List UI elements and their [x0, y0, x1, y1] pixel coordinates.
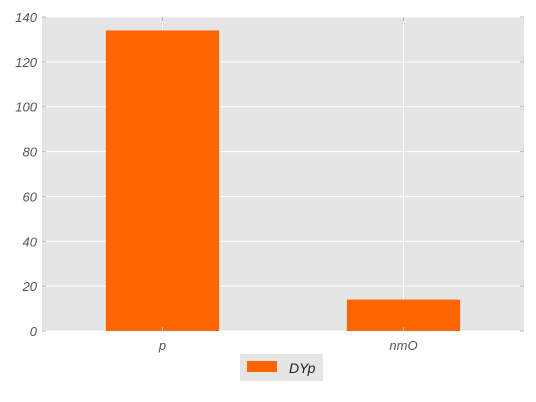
y-tick-label: 80: [23, 145, 38, 160]
x-tick-label-nmO: nmO: [389, 338, 417, 353]
y-tick-label: 60: [23, 189, 38, 204]
axis-ticks: [42, 16, 524, 332]
y-tick-label: 20: [22, 279, 38, 294]
legend-label: DYp: [289, 360, 316, 376]
y-tick-label: 100: [15, 100, 37, 115]
y-tick-label: 0: [30, 324, 38, 339]
x-tick-label-p: p: [158, 338, 166, 353]
y-tick-label: 120: [15, 55, 37, 70]
x-axis-tick-labels: p nmO: [158, 338, 418, 353]
y-tick-label: 40: [23, 234, 38, 249]
bar-nmO: [346, 299, 461, 331]
legend: DYp: [240, 354, 323, 381]
y-tick-label: 140: [15, 10, 37, 25]
bars: [105, 30, 461, 331]
legend-swatch-DYp: [247, 361, 277, 372]
y-axis-tick-labels: 0 20 40 60 80 100 120 140: [15, 10, 37, 339]
bar-p: [105, 30, 220, 331]
